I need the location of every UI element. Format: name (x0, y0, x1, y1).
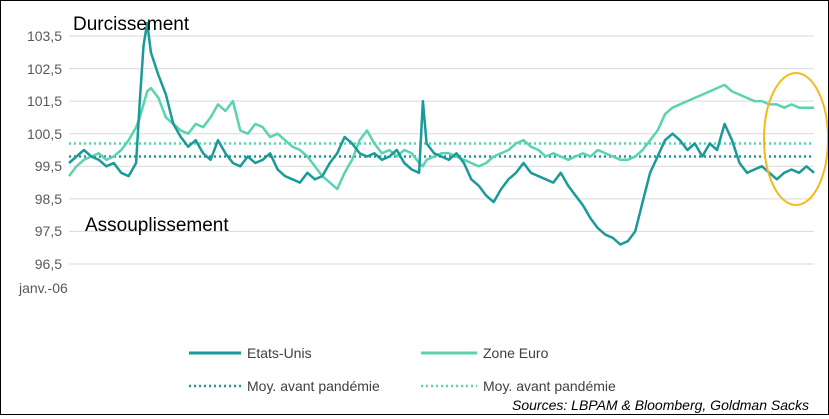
y-tick-label: 102,5 (27, 61, 62, 77)
series-line-euro (68, 83, 814, 191)
legend-label-us: Etats-Unis (247, 345, 312, 361)
y-tick-label: 98,5 (35, 191, 62, 207)
legend-label-euro-avg: Moy. avant pandémie (483, 378, 616, 394)
y-tick-label: 103,5 (27, 28, 62, 44)
y-tick-label: 97,5 (35, 223, 62, 239)
x-tick-label: janv.-06 (18, 280, 68, 296)
annotation-tightening: Durcissement (73, 14, 190, 35)
legend: Etats-Unis Zone Euro Moy. avant pandémie… (189, 345, 616, 394)
source-note: Sources: LBPAM & Bloomberg, Goldman Sack… (512, 397, 809, 413)
series-line-us (68, 21, 815, 246)
legend-label-euro: Zone Euro (483, 345, 549, 361)
legend-label-us-avg: Moy. avant pandémie (247, 378, 380, 394)
y-tick-label: 99,5 (35, 158, 62, 174)
gridlines (69, 35, 814, 265)
y-tick-label: 100,5 (27, 126, 62, 142)
y-axis: 103,5 102,5 101,5 100,5 99,5 98,5 97,5 9… (27, 28, 62, 272)
y-tick-label: 96,5 (35, 256, 62, 272)
series-layer (68, 21, 815, 246)
annotation-easing: Assouplissement (85, 215, 229, 236)
y-tick-label: 101,5 (27, 93, 62, 109)
highlight-ellipse (763, 72, 829, 206)
